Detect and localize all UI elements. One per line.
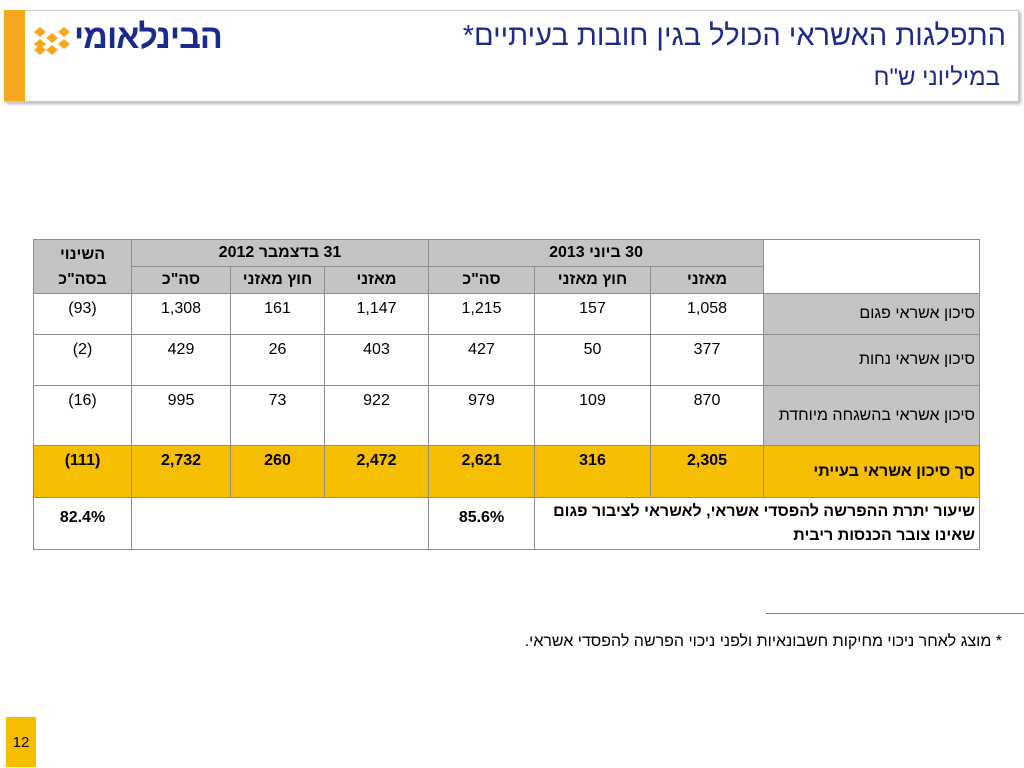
cell-dec-balance: 922 <box>324 385 429 446</box>
header-box <box>4 10 1019 102</box>
header-accent-strip <box>4 10 25 101</box>
page-title: התפלגות האשראי הכולל בגין חובות בעיתיים* <box>462 20 1006 52</box>
row-label: סיכון אשראי בהשגחה מיוחדת <box>763 385 981 446</box>
cell-jun-balance: 377 <box>649 334 765 386</box>
cell-change: (2) <box>33 334 132 386</box>
cell-dec-balance: 403 <box>324 334 429 386</box>
cell-jun-balance: 2,305 <box>649 445 765 498</box>
cell-dec-balance: 1,147 <box>324 293 429 335</box>
corner-cell <box>763 239 981 294</box>
cell-dec-off: 161 <box>230 293 325 335</box>
table-row: (2) 429 26 403 427 50 377 סיכון אשראי נח… <box>33 334 981 386</box>
row-label: סך סיכון אשראי בעייתי <box>763 445 981 498</box>
cell-jun-total: 427 <box>428 334 535 386</box>
cell-change: (111) <box>33 445 132 498</box>
table-row-total: (111) 2,732 260 2,472 2,621 316 2,305 סך… <box>33 445 981 498</box>
cell-jun-off: 157 <box>534 293 651 335</box>
cell-jun-off: 316 <box>534 445 651 498</box>
cell-dec-off: 260 <box>230 445 325 498</box>
ratio-empty-cell <box>131 497 429 550</box>
cell-jun-total: 1,215 <box>428 293 535 335</box>
cell-jun-balance: 1,058 <box>649 293 765 335</box>
ratio-label: שיעור יתרת ההפרשה להפסדי אשראי, לאשראי ל… <box>533 497 981 550</box>
cell-jun-off: 50 <box>534 334 651 386</box>
cell-jun-balance: 870 <box>649 385 765 446</box>
cell-dec-off: 26 <box>230 334 325 386</box>
cell-dec-balance: 2,472 <box>324 445 429 498</box>
table-row: (16) 995 73 922 979 109 870 סיכון אשראי … <box>33 385 981 446</box>
row-label: סיכון אשראי פגום <box>763 293 981 335</box>
col-dec-off-balance: חוץ מאזני <box>230 266 325 294</box>
ratio-change-value: 82.4% <box>33 497 132 550</box>
row-label: סיכון אשראי נחות <box>763 334 981 386</box>
ratio-2013-value: 85.6% <box>428 497 535 550</box>
cell-jun-off: 109 <box>534 385 651 446</box>
col-jun-balance: מאזני <box>649 266 765 294</box>
col-jun-total: סה"כ <box>428 266 535 294</box>
footnote-divider <box>766 613 1024 614</box>
col-dec-total: סה"כ <box>131 266 231 294</box>
change-header: השינוי בסה"כ <box>33 239 132 294</box>
cell-dec-total: 2,732 <box>131 445 231 498</box>
col-dec-balance: מאזני <box>324 266 429 294</box>
cell-jun-total: 2,621 <box>428 445 535 498</box>
cell-dec-total: 995 <box>131 385 231 446</box>
bank-logo-icon <box>34 27 70 55</box>
page-subtitle: במיליוני ש"ח <box>873 64 1000 91</box>
cell-dec-total: 429 <box>131 334 231 386</box>
col-jun-off-balance: חוץ מאזני <box>534 266 651 294</box>
footnote: * מוצג לאחר ניכוי מחיקות חשבונאיות ולפני… <box>524 633 1002 650</box>
cell-dec-off: 73 <box>230 385 325 446</box>
cell-jun-total: 979 <box>428 385 535 446</box>
credit-risk-table: השינוי בסה"כ 31 בדצמבר 2012 30 ביוני 201… <box>33 239 981 550</box>
period-header-2013: 30 ביוני 2013 <box>427 239 765 267</box>
table-row: (93) 1,308 161 1,147 1,215 157 1,058 סיכ… <box>33 293 981 335</box>
cell-change: (93) <box>33 293 132 335</box>
page-number: 12 <box>6 717 36 767</box>
logo-text: הבינלאומי <box>74 18 223 56</box>
period-header-2012: 31 בדצמבר 2012 <box>131 239 429 267</box>
cell-change: (16) <box>33 385 132 446</box>
cell-dec-total: 1,308 <box>131 293 231 335</box>
table-row-ratio: 82.4% 85.6% שיעור יתרת ההפרשה להפסדי אשר… <box>33 497 981 550</box>
